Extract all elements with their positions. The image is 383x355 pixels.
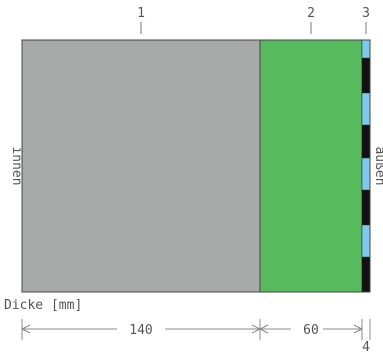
layer-1-rect <box>21 39 261 293</box>
dimension-segment-2: 60 <box>303 323 319 338</box>
layer-2-rect <box>259 39 363 293</box>
dimension-line <box>20 319 371 340</box>
diagram-outline <box>21 39 371 293</box>
layer-1-number: 1 <box>137 6 145 21</box>
thickness-axis-label: Dicke [mm] <box>4 298 82 313</box>
outside-label: außen <box>372 146 383 185</box>
dimension-segment-1: 140 <box>129 323 152 338</box>
layer-3-number: 3 <box>362 6 370 21</box>
inside-label: innen <box>9 146 24 185</box>
layer-2-number: 2 <box>307 6 315 21</box>
dimension-end-marker: 4 <box>362 340 370 355</box>
